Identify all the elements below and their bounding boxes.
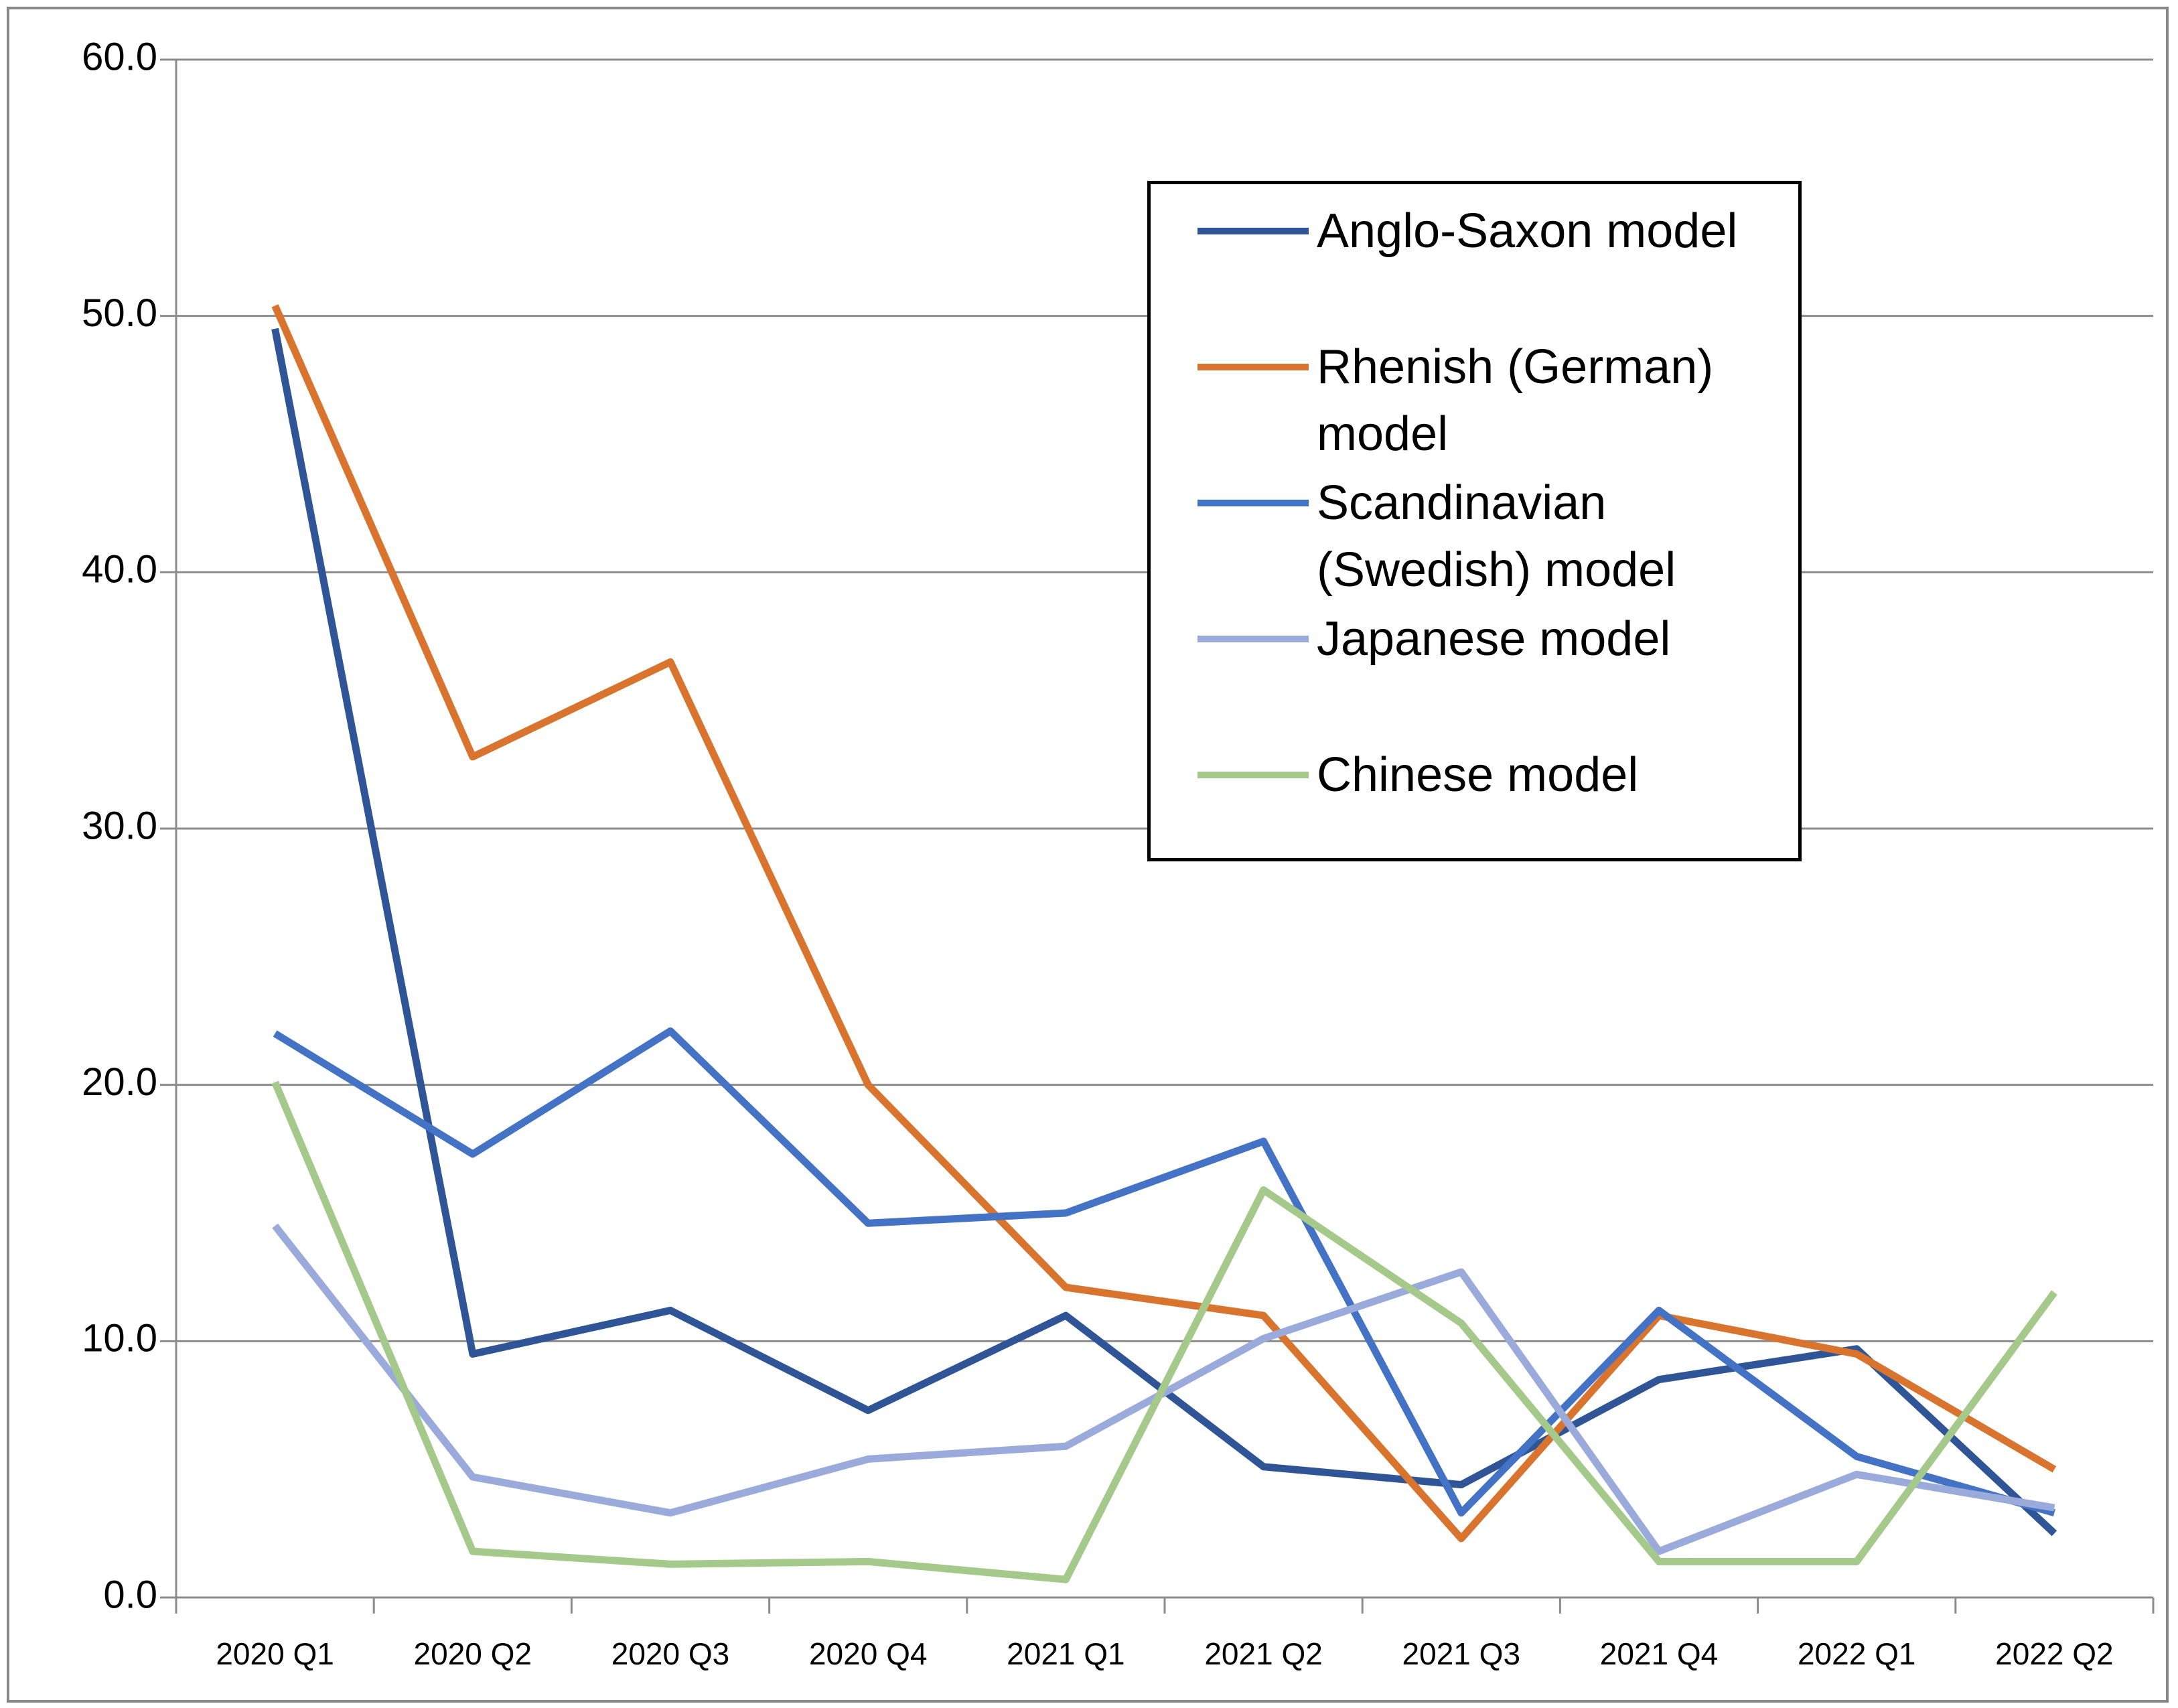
legend-swatch [1197,772,1309,778]
legend-label: Scandinavian (Swedish) model [1317,476,1676,597]
legend-swatch [1197,500,1309,506]
legend-entry: Scandinavian (Swedish) model [1197,470,1787,603]
series-line [273,1027,2055,1517]
y-tick-label: 20.0 [82,1060,157,1104]
legend-label: Chinese model [1317,748,1639,802]
x-tick-label: 2020 Q4 [809,1636,927,1671]
x-tick-label: 2021 Q1 [1007,1636,1124,1671]
legend-swatch [1197,228,1309,234]
legend-entry: Japanese model [1197,606,1787,672]
legend-label: Rhenish (German) model [1317,340,1714,461]
x-tick-label: 2020 Q3 [611,1636,729,1671]
legend-swatch [1197,636,1309,642]
y-tick-label: 10.0 [82,1317,157,1360]
x-tick-label: 2020 Q1 [216,1636,334,1671]
chart-border [7,7,2169,1703]
x-tick-label: 2021 Q4 [1600,1636,1718,1671]
x-tick-label: 2021 Q3 [1402,1636,1520,1671]
y-tick-label: 0.0 [103,1573,157,1616]
legend-entry: Chinese model [1197,741,1787,808]
legend-swatch [1197,364,1309,370]
y-tick-label: 40.0 [82,548,157,591]
y-tick-label: 30.0 [82,804,157,847]
y-tick-label: 50.0 [82,291,157,335]
series-line [271,304,2057,1543]
y-tick-label: 60.0 [82,35,157,78]
legend-entry: Anglo-Saxon model [1197,198,1787,265]
legend-label: Japanese model [1317,612,1671,666]
x-tick-label: 2020 Q2 [414,1636,532,1671]
legend-entry: Rhenish (German) model [1197,334,1787,468]
x-tick-label: 2022 Q1 [1798,1636,1915,1671]
legend-label: Anglo-Saxon model [1317,204,1738,258]
x-tick-label: 2022 Q2 [1995,1636,2113,1671]
x-tick-label: 2021 Q2 [1204,1636,1322,1671]
legend: Anglo-Saxon model Rhenish (German) model S… [1147,181,1802,861]
series-line [271,1080,2057,1583]
